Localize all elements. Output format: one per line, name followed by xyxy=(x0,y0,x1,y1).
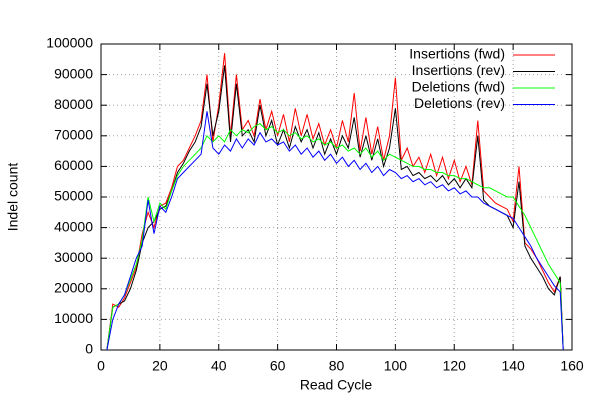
x-tick-label: 80 xyxy=(329,358,345,374)
y-tick-label: 30000 xyxy=(54,249,93,265)
x-tick-label: 0 xyxy=(97,358,105,374)
y-tick-label: 40000 xyxy=(54,218,93,234)
x-tick-label: 120 xyxy=(443,358,467,374)
x-tick-label: 60 xyxy=(270,358,286,374)
y-tick-label: 60000 xyxy=(54,157,93,173)
x-tick-label: 160 xyxy=(560,358,584,374)
y-tick-label: 80000 xyxy=(54,96,93,112)
y-tick-label: 10000 xyxy=(54,310,93,326)
legend-label: Deletions (fwd) xyxy=(412,79,505,95)
legend-label: Insertions (rev) xyxy=(412,62,505,78)
y-tick-label: 100000 xyxy=(46,35,93,51)
data-line xyxy=(106,122,564,351)
x-tick-label: 20 xyxy=(152,358,168,374)
y-tick-label: 20000 xyxy=(54,280,93,296)
plot-frame xyxy=(100,43,573,351)
y-tick-label: 0 xyxy=(85,341,93,357)
x-tick-label: 140 xyxy=(501,358,525,374)
y-axis-label: Indel count xyxy=(5,163,21,232)
x-tick-label: 40 xyxy=(211,358,227,374)
y-tick-label: 90000 xyxy=(54,65,93,81)
x-tick-label: 100 xyxy=(384,358,408,374)
legend-label: Deletions (rev) xyxy=(414,95,505,111)
y-tick-label: 70000 xyxy=(54,127,93,143)
y-tick-label: 50000 xyxy=(54,188,93,204)
data-line xyxy=(106,111,564,351)
legend-label: Insertions (fwd) xyxy=(409,46,505,62)
x-axis-label: Read Cycle xyxy=(300,377,373,393)
